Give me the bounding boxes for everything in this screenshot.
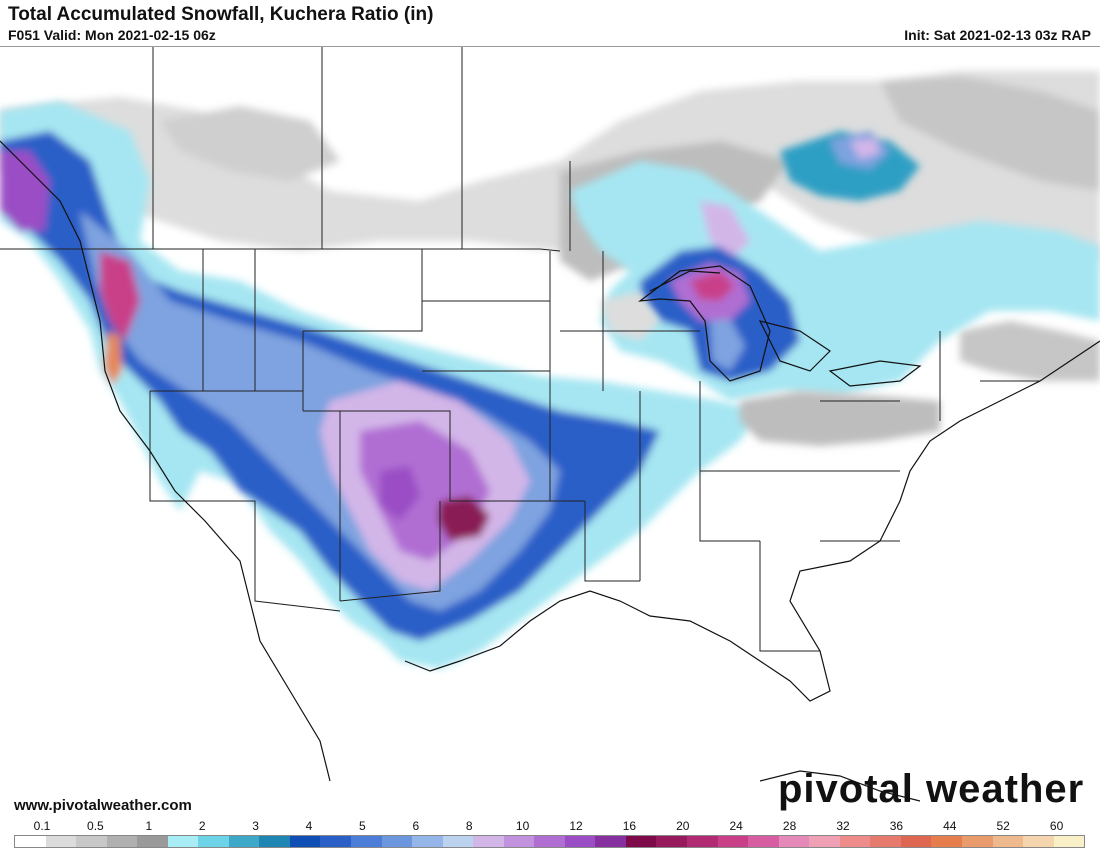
color-scale-legend: 0.1 0.5 1 2 3 4 5 6 8 10 12 16 20 24 28 32 36 44 52 60 — [0, 818, 1100, 850]
scale-swatch — [595, 836, 626, 847]
snow-band-great-lakes-canada — [570, 131, 1100, 401]
scale-tick-label: 16 — [622, 819, 637, 833]
scale-tick-label: 20 — [676, 819, 690, 833]
scale-swatch — [442, 836, 474, 847]
snowfall-map[interactable] — [0, 46, 1100, 819]
scale-tick-label: 2 — [198, 819, 206, 833]
scale-tick-label: 0.5 — [87, 819, 104, 833]
scale-tick-label: 1 — [145, 819, 153, 833]
state-borders — [0, 47, 1040, 652]
scale-tick-label: 24 — [729, 819, 743, 833]
scale-swatch — [748, 836, 779, 847]
scale-swatch — [412, 836, 443, 847]
scale-swatch — [503, 836, 535, 847]
scale-swatch — [473, 836, 504, 847]
scale-tick-label: 6 — [412, 819, 420, 833]
scale-swatch — [1053, 836, 1085, 847]
scale-swatch — [778, 836, 810, 847]
scale-swatch — [289, 836, 321, 847]
scale-tick-label: 12 — [569, 819, 583, 833]
init-time: Init: Sat 2021-02-13 03z RAP — [904, 27, 1091, 43]
scale-swatch — [259, 836, 290, 847]
brand-logo: pivotal weather — [778, 767, 1085, 811]
scale-swatch — [839, 836, 871, 847]
scale-tick-label: 4 — [305, 819, 313, 833]
map-header: Total Accumulated Snowfall, Kuchera Rati… — [0, 0, 1100, 46]
gray-fringe-east — [600, 291, 940, 446]
scale-swatch — [320, 836, 352, 847]
scale-swatch — [900, 836, 932, 847]
website-url[interactable]: www.pivotalweather.com — [14, 797, 192, 814]
scale-swatch — [137, 836, 168, 847]
scale-swatch — [351, 836, 382, 847]
scale-swatch — [534, 836, 565, 847]
map-svg — [0, 47, 1100, 819]
scale-swatch — [564, 836, 596, 847]
scale-tick-label: 28 — [782, 819, 797, 833]
scale-swatch — [1023, 836, 1054, 847]
scale-swatch — [45, 836, 77, 847]
scale-tick-label: 60 — [1049, 819, 1064, 833]
scale-swatch — [992, 836, 1024, 847]
scale-tick-label: 8 — [465, 819, 473, 833]
scale-tick-label: 32 — [836, 819, 850, 833]
scale-tick-label: 0.1 — [33, 819, 51, 833]
scale-ticks: 0.1 0.5 1 2 3 4 5 6 8 10 12 16 20 24 28 32 36 44 52 60 — [0, 818, 1100, 834]
scale-swatch — [15, 836, 46, 847]
scale-swatch — [931, 836, 962, 847]
scale-swatch — [809, 836, 840, 847]
scale-swatch — [198, 836, 229, 847]
scale-swatch — [870, 836, 901, 847]
scale-swatch — [106, 836, 138, 847]
scale-bar — [14, 835, 1085, 848]
scale-tick-label: 5 — [359, 819, 366, 833]
scale-swatch — [625, 836, 657, 847]
scale-tick-label: 36 — [889, 819, 904, 833]
scale-swatch — [717, 836, 749, 847]
scale-tick-label: 3 — [252, 819, 259, 833]
scale-tick-label: 52 — [996, 819, 1010, 833]
scale-swatch — [76, 836, 107, 847]
coastlines — [0, 140, 1100, 802]
scale-swatch — [167, 836, 199, 847]
scale-swatch — [381, 836, 413, 847]
valid-time: F051 Valid: Mon 2021-02-15 06z — [8, 27, 216, 43]
scale-swatch — [228, 836, 260, 847]
scale-swatch — [961, 836, 993, 847]
scale-tick-label: 44 — [943, 819, 957, 833]
scale-swatch — [687, 836, 718, 847]
scale-swatch — [656, 836, 688, 847]
scale-tick-label: 10 — [515, 819, 530, 833]
map-title: Total Accumulated Snowfall, Kuchera Rati… — [8, 4, 434, 25]
